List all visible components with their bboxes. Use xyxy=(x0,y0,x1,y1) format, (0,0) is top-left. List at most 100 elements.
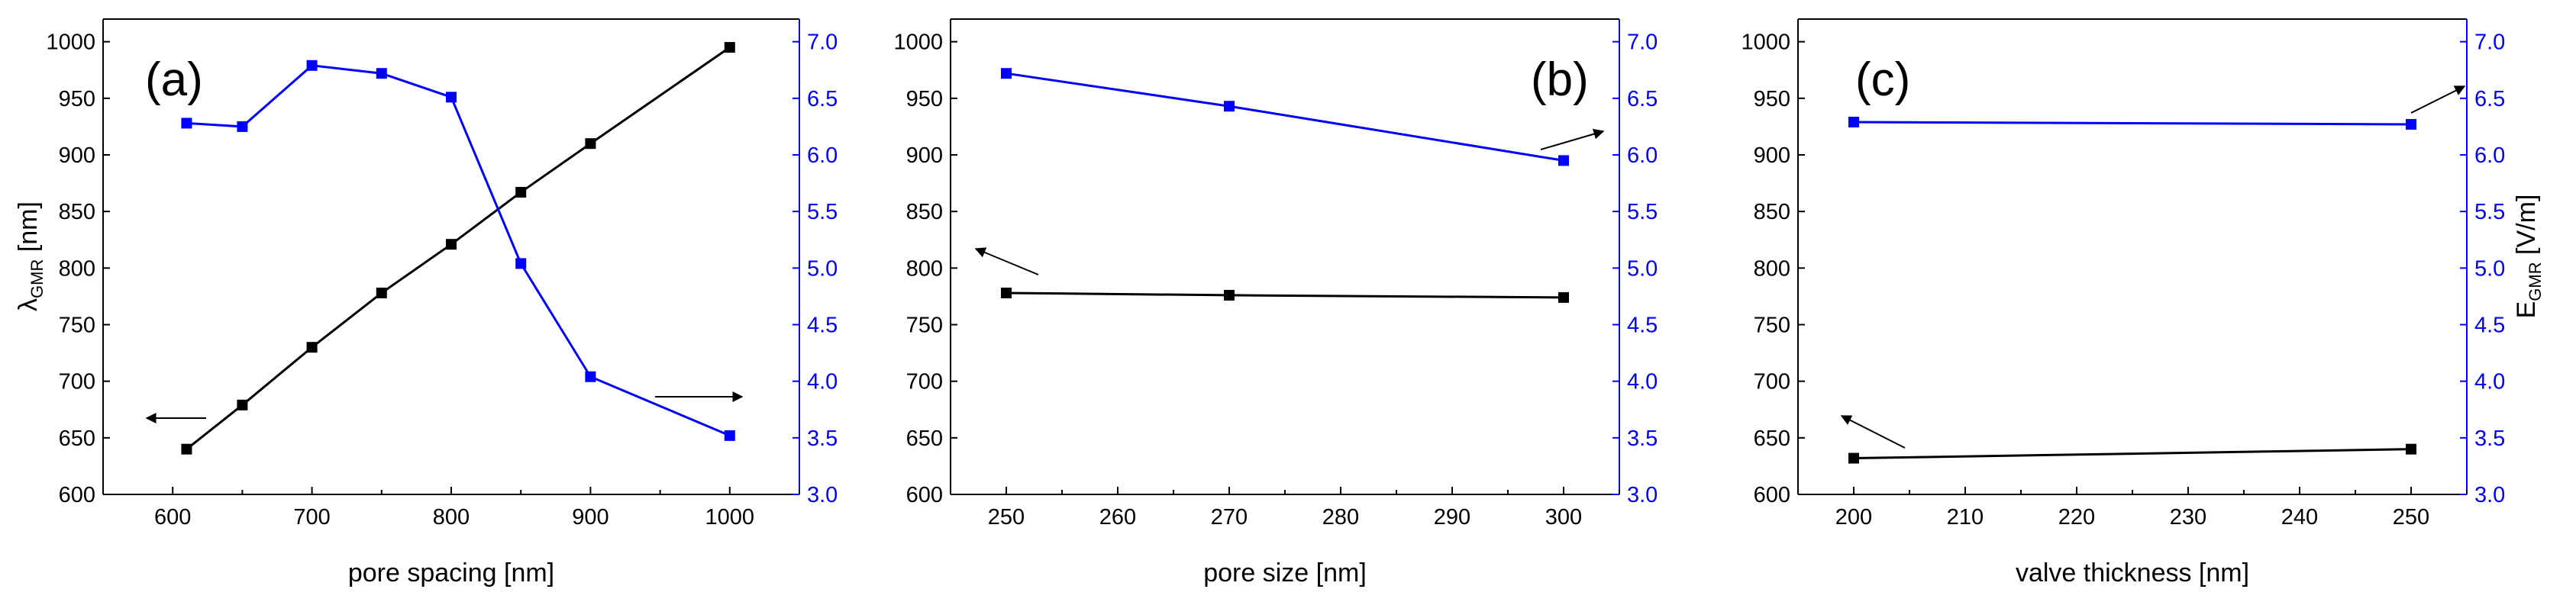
right-tick-label: 6.5 xyxy=(2474,87,2505,111)
x-tick-label: 250 xyxy=(988,505,1025,530)
left-tick-label: 1000 xyxy=(1741,31,1790,55)
x-tick-label: 230 xyxy=(2170,505,2206,530)
right-tick-label: 4.5 xyxy=(807,314,838,338)
efield-data-point xyxy=(1001,68,1012,79)
lambda-data-point xyxy=(1848,452,1859,464)
left-tick-label: 850 xyxy=(906,200,943,224)
left-tick-label: 900 xyxy=(1754,143,1790,168)
x-tick-label: 300 xyxy=(1545,505,1582,530)
x-axis-title: pore spacing [nm] xyxy=(348,559,554,588)
panel-a: 600 650 700 750 800 850 900 950 1000 3.0 3.5 4.0 4.5… xyxy=(14,18,838,588)
lambda-data-point xyxy=(1224,289,1235,301)
efield-data-point xyxy=(237,121,248,132)
lambda-series-line xyxy=(1853,448,2412,460)
left-tick-label: 800 xyxy=(1754,256,1790,281)
efield-data-point xyxy=(515,258,527,269)
left-tick-label: 650 xyxy=(1754,427,1790,451)
left-tick-label: 850 xyxy=(59,200,95,224)
efield-data-point xyxy=(1224,101,1235,112)
right-tick-label: 4.0 xyxy=(807,370,838,394)
left-tick-label: 850 xyxy=(1754,200,1790,224)
right-tick-label: 3.5 xyxy=(2474,427,2505,451)
panel-b: 600 650 700 750 800 850 900 950 1000 3.0 3.5 4.0 4.5… xyxy=(893,18,1658,588)
ylabel-subscript: GMR xyxy=(27,259,47,298)
right-y-axis-title: EGMR [V/m] xyxy=(2512,195,2545,319)
lambda-data-point xyxy=(724,42,735,53)
axis-arrow xyxy=(1540,128,1605,150)
efield-series-line xyxy=(186,64,731,437)
x-tick-label: 200 xyxy=(1835,505,1872,530)
left-tick-label: 700 xyxy=(906,370,943,394)
lambda-data-point xyxy=(515,186,527,198)
x-tick-label: 900 xyxy=(572,505,608,530)
axis-arrow xyxy=(974,247,1039,275)
left-tick-label: 700 xyxy=(59,370,95,394)
left-tick-label: 700 xyxy=(1754,370,1790,394)
efield-data-point xyxy=(306,60,318,71)
x-tick-label: 600 xyxy=(154,505,191,530)
ylabel-symbol: λ xyxy=(14,298,43,311)
ylabel-unit: [nm] xyxy=(14,201,43,259)
panel-label: (a) xyxy=(145,53,203,106)
efield-data-point xyxy=(376,68,387,79)
right-tick-label: 5.5 xyxy=(2474,200,2505,224)
efield-data-point xyxy=(446,92,457,103)
right-tick-label: 5.0 xyxy=(807,256,838,281)
left-tick-label: 650 xyxy=(59,427,95,451)
x-axis-title: pore size [nm] xyxy=(1203,559,1367,588)
efield-series-line xyxy=(1006,72,1564,162)
lambda-data-point xyxy=(181,443,192,455)
lambda-data-point xyxy=(237,399,248,410)
left-tick-label: 800 xyxy=(59,256,95,281)
right-tick-label: 6.5 xyxy=(1627,87,1658,111)
right-tick-label: 4.5 xyxy=(1627,314,1658,338)
lambda-data-point xyxy=(2406,443,2416,455)
x-tick-label: 1000 xyxy=(705,505,755,530)
lambda-data-point xyxy=(585,138,596,150)
efield-data-point xyxy=(2406,118,2416,130)
lambda-data-point xyxy=(306,342,318,353)
right-tick-label: 7.0 xyxy=(1627,31,1658,55)
lambda-data-point xyxy=(1001,287,1012,298)
rlabel-subscript: GMR xyxy=(2526,262,2545,301)
x-tick-label: 270 xyxy=(1211,505,1248,530)
right-tick-label: 4.5 xyxy=(2474,314,2505,338)
right-tick-label: 3.5 xyxy=(807,427,838,451)
left-tick-label: 750 xyxy=(59,314,95,338)
axis-arrow xyxy=(2410,85,2466,114)
right-tick-label: 6.0 xyxy=(807,143,838,168)
x-tick-label: 250 xyxy=(2393,505,2429,530)
rlabel-unit: [V/m] xyxy=(2512,195,2541,262)
left-tick-label: 950 xyxy=(59,87,95,111)
left-tick-label: 1000 xyxy=(46,31,95,55)
right-tick-label: 6.0 xyxy=(1627,143,1658,168)
right-tick-label: 3.5 xyxy=(1627,427,1658,451)
lambda-data-point xyxy=(446,239,457,250)
x-tick-label: 800 xyxy=(433,505,470,530)
right-tick-label: 6.0 xyxy=(2474,143,2505,168)
lambda-data-point xyxy=(376,287,387,298)
x-tick-label: 240 xyxy=(2281,505,2318,530)
right-tick-label: 5.5 xyxy=(1627,200,1658,224)
x-tick-label: 260 xyxy=(1099,505,1136,530)
axis-arrow xyxy=(1840,415,1906,449)
right-tick-label: 4.0 xyxy=(2474,370,2505,394)
right-tick-label: 3.0 xyxy=(1627,483,1658,507)
panel-label: (b) xyxy=(1531,53,1589,106)
left-tick-label: 800 xyxy=(906,256,943,281)
x-tick-label: 290 xyxy=(1434,505,1470,530)
right-tick-label: 5.0 xyxy=(1627,256,1658,281)
right-tick-label: 5.0 xyxy=(2474,256,2505,281)
lambda-series-line xyxy=(186,46,731,450)
efield-data-point xyxy=(1558,155,1569,166)
left-tick-label: 600 xyxy=(59,483,95,507)
right-tick-label: 6.5 xyxy=(807,87,838,111)
left-tick-label: 750 xyxy=(1754,314,1790,338)
efield-data-point xyxy=(181,118,192,129)
x-tick-label: 280 xyxy=(1322,505,1359,530)
right-tick-label: 7.0 xyxy=(807,31,838,55)
x-tick-label: 220 xyxy=(2058,505,2095,530)
left-tick-label: 1000 xyxy=(893,31,943,55)
left-tick-label: 950 xyxy=(1754,87,1790,111)
